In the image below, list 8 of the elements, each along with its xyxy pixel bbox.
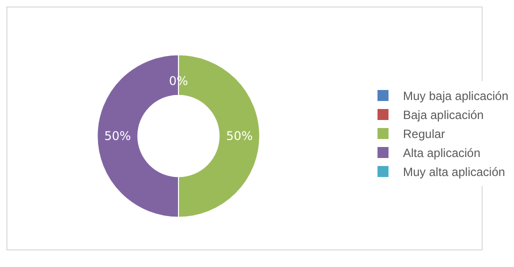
legend-label: Alta aplicación xyxy=(403,146,480,160)
text: 0% xyxy=(169,74,188,88)
legend-label: Muy baja aplicación xyxy=(403,89,508,104)
data-label: 50% xyxy=(226,129,253,144)
legend-label: Regular xyxy=(403,127,446,142)
legend-label: Muy alta aplicación xyxy=(403,165,506,180)
data-label: 50% xyxy=(104,129,131,144)
legend-label: Baja aplicación xyxy=(403,108,484,122)
